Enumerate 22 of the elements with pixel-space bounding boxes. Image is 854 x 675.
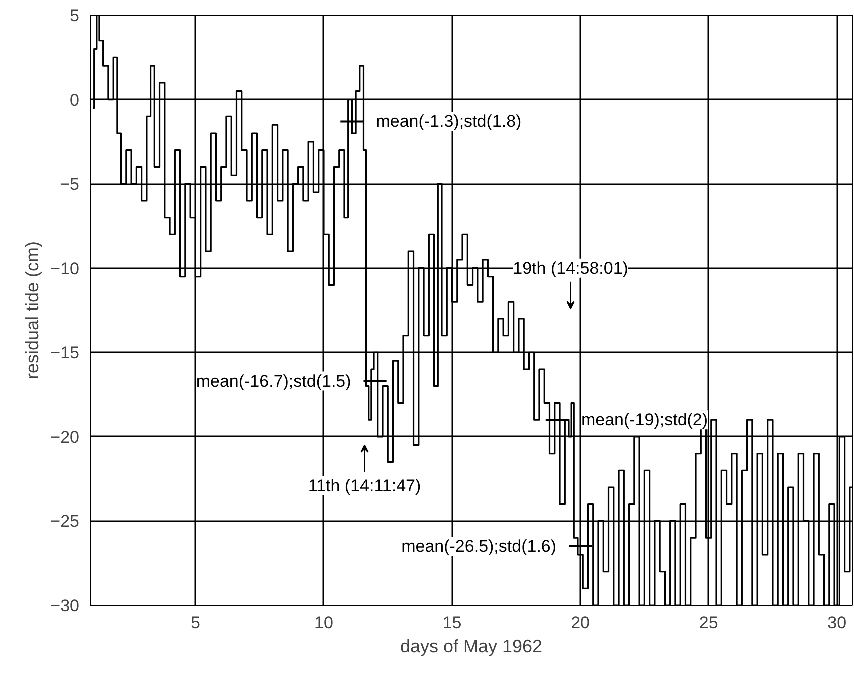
x-tick-label: 15	[442, 614, 462, 632]
annotation: mean(-19);std(2)	[581, 410, 708, 430]
annotation: mean(-1.3);std(1.8)	[376, 112, 522, 132]
y-tick-label: −10	[50, 259, 80, 278]
x-tick-label: 10	[314, 614, 334, 632]
annotation: mean(-26.5);std(1.6)	[402, 537, 557, 556]
x-tick-label: 5	[190, 614, 200, 632]
annotation: 19th (14:58:01)	[513, 258, 628, 278]
y-tick-label: 0	[70, 90, 80, 110]
annotation: 11th (14:11:47)	[308, 476, 422, 496]
y-tick-label: −5	[60, 175, 80, 194]
x-tick-label: 30	[828, 614, 847, 632]
y-tick-label: −15	[50, 344, 80, 363]
y-tick-label: 5	[70, 6, 80, 26]
x-tick-label: 20	[571, 614, 590, 632]
y-axis-title: residual tide (cm)	[22, 241, 43, 380]
y-tick-label: −25	[50, 512, 80, 532]
y-tick-label: −20	[50, 428, 80, 447]
y-tick-label: −30	[50, 596, 80, 616]
annotation: mean(-16.7);std(1.5)	[196, 372, 352, 391]
x-tick-label: 25	[699, 614, 718, 632]
x-axis-title: days of May 1962	[400, 636, 543, 656]
